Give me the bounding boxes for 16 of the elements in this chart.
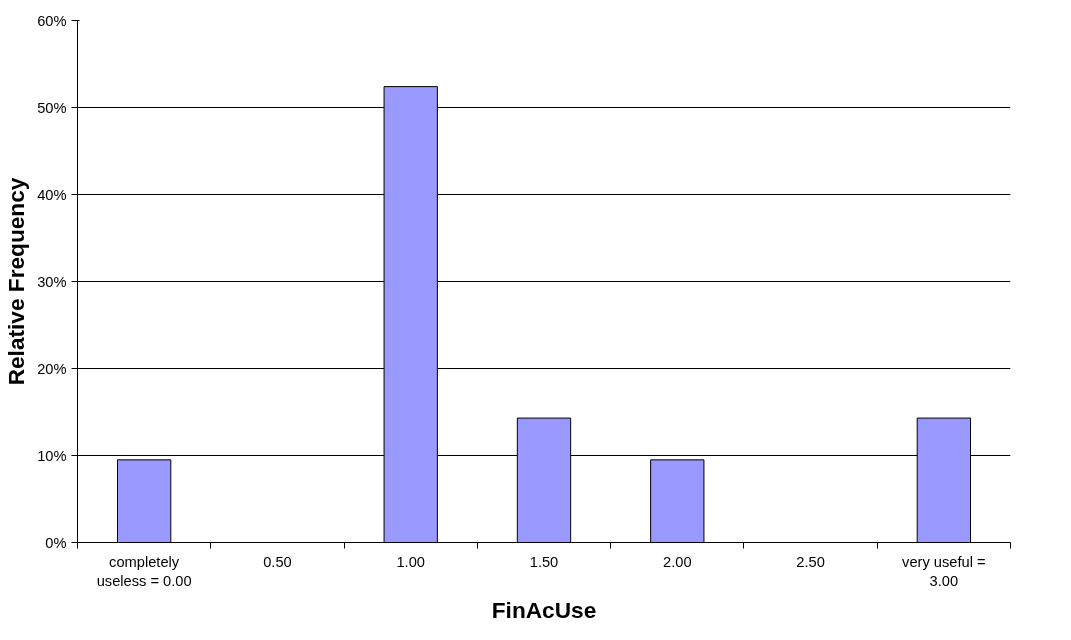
y-tick-label: 0% <box>45 534 67 551</box>
y-tick-label: 60% <box>37 12 67 29</box>
x-tick-label: completely useless = 0.00 <box>96 553 192 589</box>
x-tick-label: 2.00 <box>663 553 692 570</box>
y-tick-label: 50% <box>37 99 67 116</box>
y-axis-title: Relative Frequency <box>3 177 30 386</box>
x-axis-title: FinAcUse <box>491 596 597 623</box>
x-tick-label: 0.50 <box>263 553 292 570</box>
x-tick-label: 1.00 <box>396 553 425 570</box>
x-tick-label: 1.50 <box>529 553 559 570</box>
x-tick-label: 2.50 <box>796 553 825 570</box>
y-tick-label: 30% <box>37 273 67 290</box>
y-tick-label: 40% <box>37 186 67 203</box>
y-tick-label: 20% <box>37 360 67 377</box>
x-tick-label: very useful = 3.00 <box>902 553 986 589</box>
y-tick-label: 10% <box>37 447 67 464</box>
